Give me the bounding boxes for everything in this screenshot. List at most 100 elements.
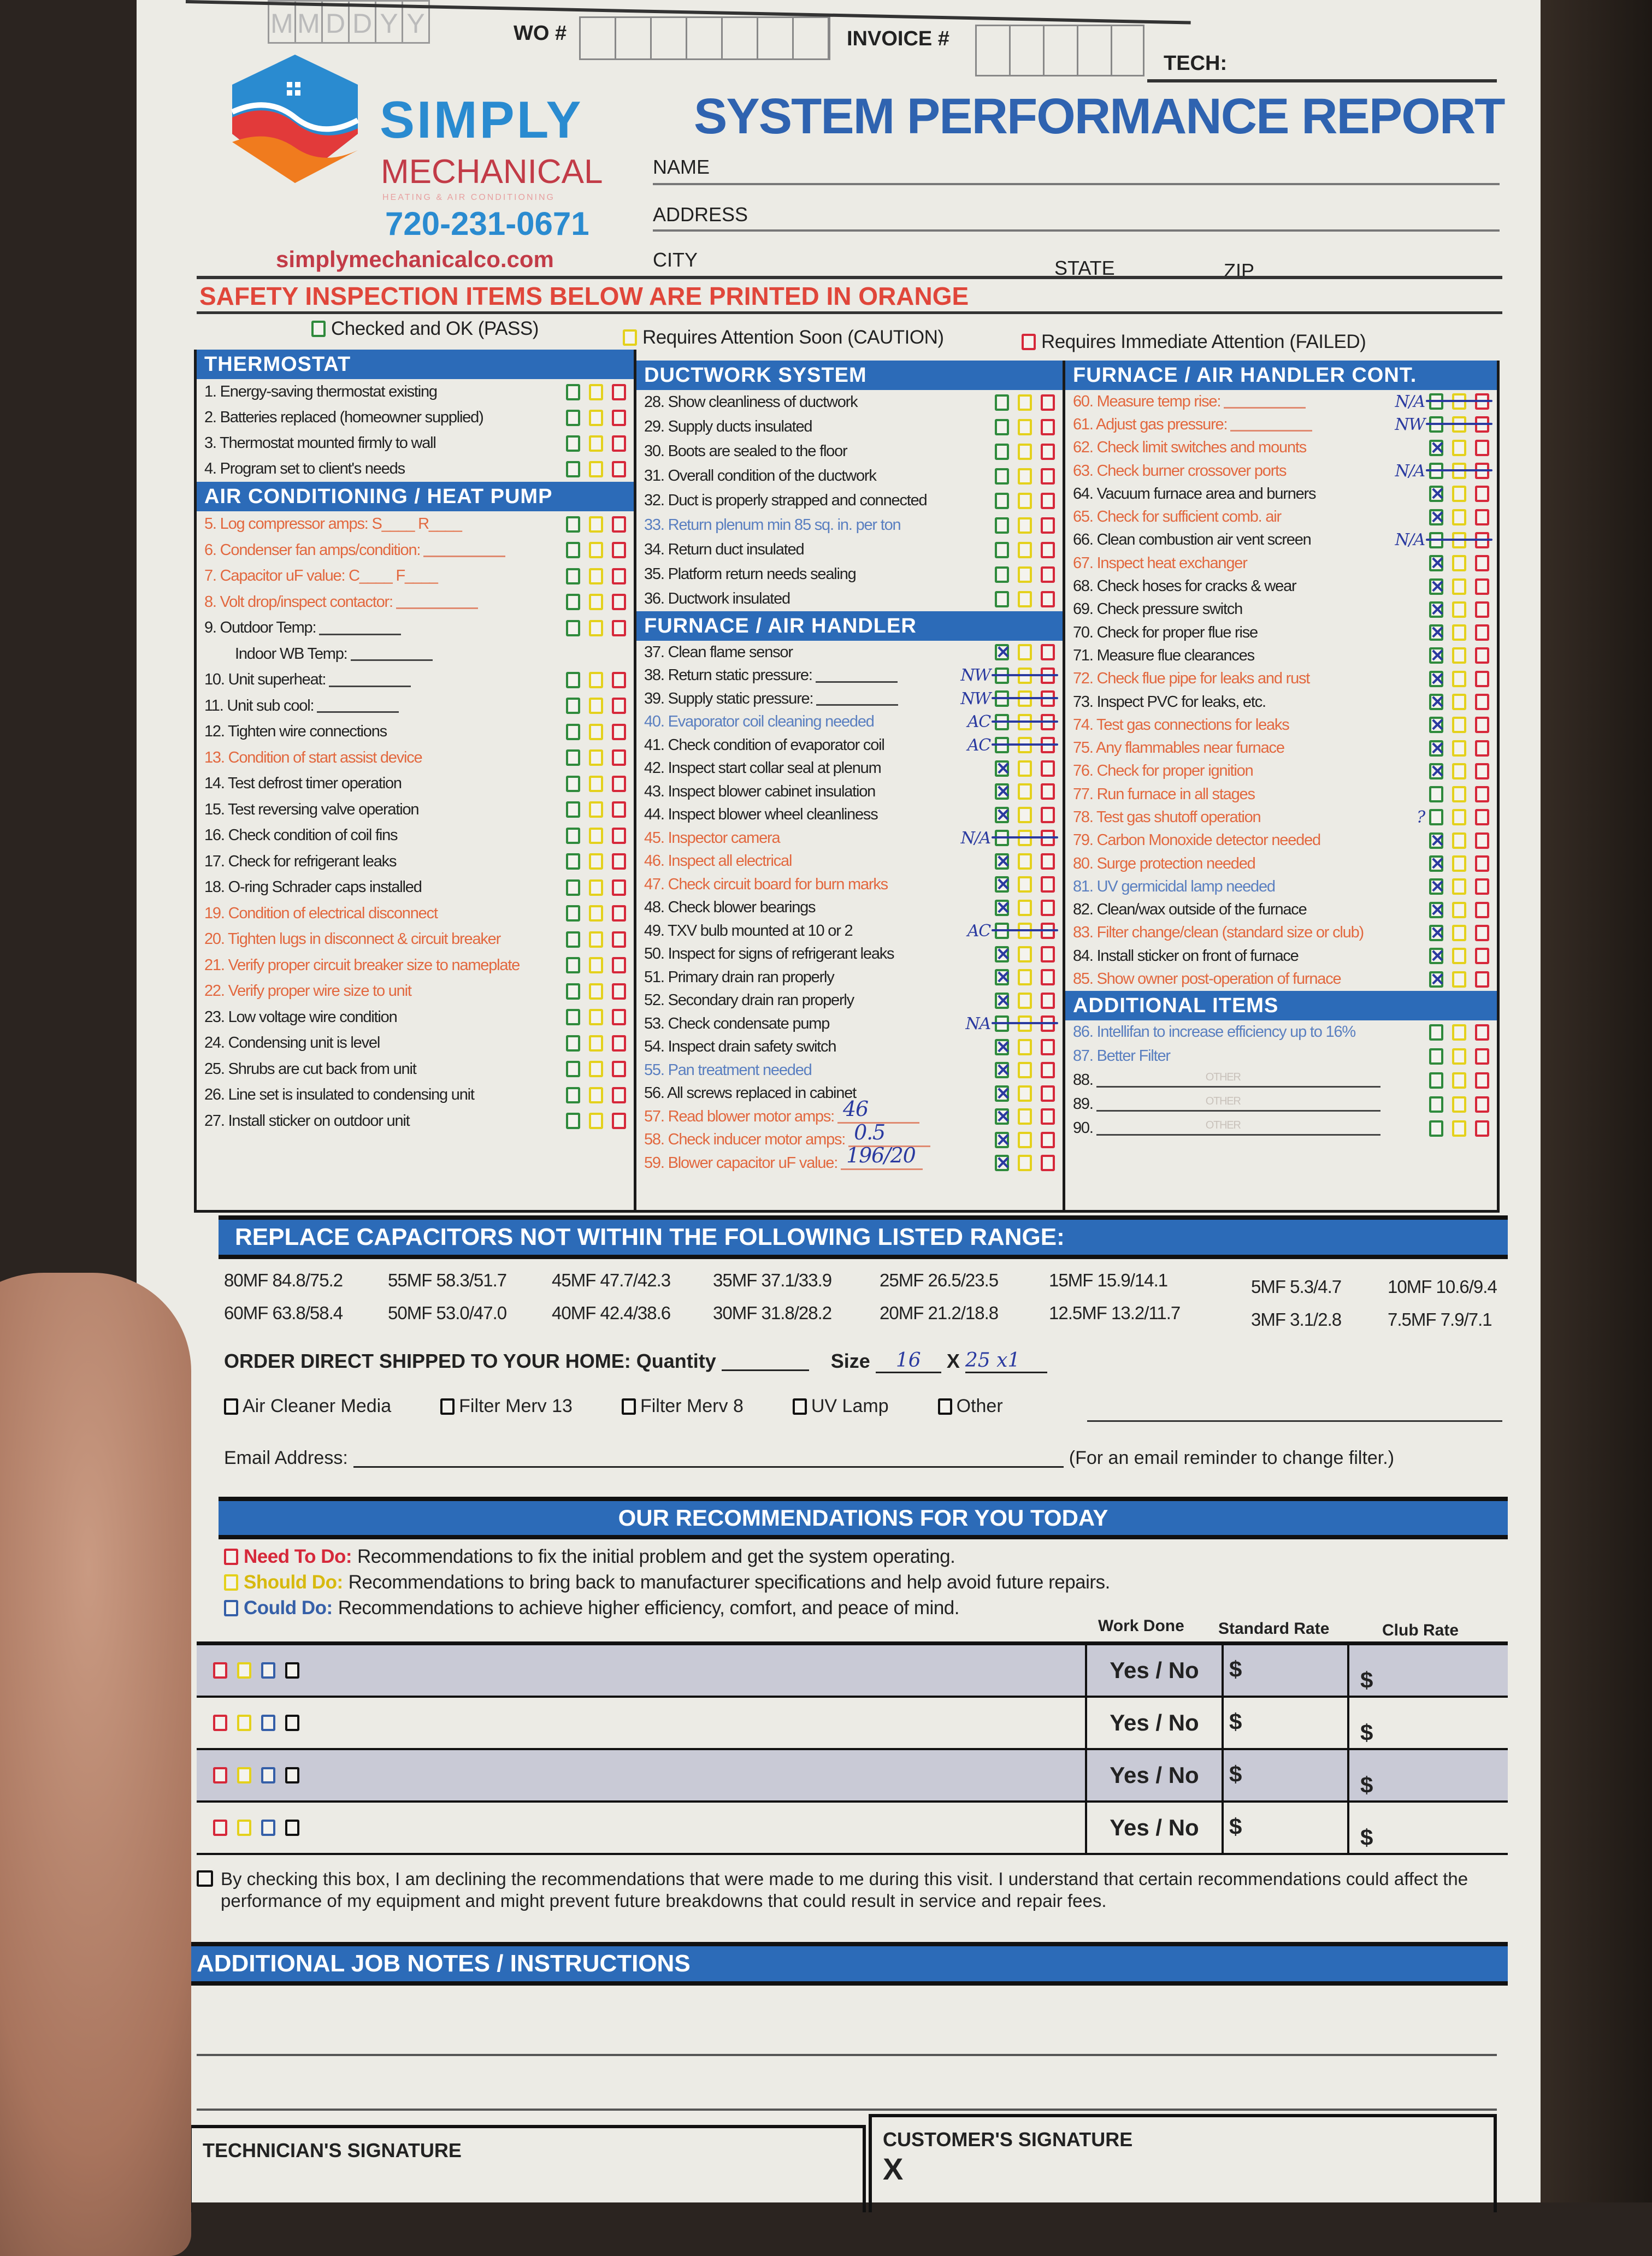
pass-checkbox[interactable] [995,874,1010,895]
priority-checkbox[interactable] [285,1767,299,1783]
name-field[interactable] [653,183,1500,185]
other-field[interactable]: OTHER [1096,1071,1380,1088]
pass-checkbox[interactable] [566,1113,580,1130]
pass-checkbox[interactable] [1429,969,1444,990]
pass-checkbox[interactable] [995,541,1009,558]
notes-line[interactable] [197,2054,1497,2056]
other-field[interactable]: OTHER [1096,1095,1380,1112]
failed-checkbox[interactable] [1475,717,1489,734]
pass-checkbox[interactable] [566,801,580,818]
failed-checkbox[interactable] [612,409,626,426]
pass-checkbox[interactable] [566,749,580,766]
failed-checkbox[interactable] [1041,394,1055,411]
pass-checkbox[interactable] [995,1083,1010,1104]
item-value-field[interactable] [319,621,402,635]
priority-checkbox[interactable] [261,1715,275,1731]
failed-checkbox[interactable] [1041,418,1055,435]
pass-checkbox[interactable] [1429,622,1444,643]
pass-checkbox[interactable] [1429,692,1444,712]
order-option[interactable]: Filter Merv 8 [621,1396,744,1417]
pass-checkbox[interactable] [566,435,580,452]
priority-checkbox[interactable] [237,1662,251,1679]
pass-checkbox[interactable] [566,879,580,896]
pass-checkbox[interactable] [566,905,580,922]
address-field[interactable] [653,229,1500,232]
caution-checkbox[interactable] [1018,468,1032,485]
failed-checkbox[interactable] [1041,590,1055,607]
caution-checkbox[interactable] [1452,555,1466,572]
failed-checkbox[interactable] [612,957,626,974]
failed-checkbox[interactable] [1475,509,1489,525]
failed-checkbox[interactable] [612,1061,626,1078]
pass-checkbox[interactable] [1429,438,1444,458]
item-value-field[interactable] [1224,394,1306,409]
pass-checkbox[interactable] [995,566,1009,583]
pass-checkbox[interactable] [1429,900,1444,920]
failed-checkbox[interactable] [1041,468,1055,485]
caution-checkbox[interactable] [589,542,603,559]
pass-checkbox[interactable] [566,827,580,844]
club-rate-field[interactable]: $ [1360,1720,1373,1745]
failed-checkbox[interactable] [1041,1085,1055,1102]
caution-checkbox[interactable] [1018,644,1032,661]
pass-checkbox[interactable] [1429,853,1444,874]
pass-checkbox[interactable] [566,1086,580,1103]
standard-rate-field[interactable]: $ [1224,1645,1349,1696]
caution-checkbox[interactable] [1018,1108,1032,1125]
pass-checkbox[interactable] [995,990,1010,1011]
caution-checkbox[interactable] [1452,1120,1466,1137]
work-done-field[interactable]: Yes / No [1087,1698,1224,1748]
pass-checkbox[interactable] [995,590,1009,607]
caution-checkbox[interactable] [589,460,603,477]
option-checkbox[interactable] [792,1398,807,1415]
pass-checkbox[interactable] [995,758,1010,779]
caution-checkbox[interactable] [589,1009,603,1026]
caution-checkbox[interactable] [589,594,603,611]
failed-checkbox[interactable] [1475,1096,1489,1113]
pass-checkbox[interactable] [566,1009,580,1026]
caution-checkbox[interactable] [589,905,603,922]
caution-checkbox[interactable] [1018,969,1032,986]
caution-checkbox[interactable] [1018,418,1032,435]
failed-checkbox[interactable] [1041,1062,1055,1079]
caution-checkbox[interactable] [589,568,603,584]
pass-checkbox[interactable] [995,1060,1010,1080]
wo-number-field[interactable] [579,16,830,60]
priority-checkbox[interactable] [213,1820,227,1836]
caution-checkbox[interactable] [1452,948,1466,965]
caution-checkbox[interactable] [1018,1062,1032,1079]
failed-checkbox[interactable] [612,1035,626,1052]
failed-checkbox[interactable] [1041,853,1055,870]
caution-checkbox[interactable] [1452,740,1466,757]
caution-checkbox[interactable] [1018,1085,1032,1102]
order-option[interactable]: Air Cleaner Media [224,1396,391,1417]
pass-checkbox[interactable] [1429,507,1444,528]
failed-checkbox[interactable] [612,723,626,740]
failed-checkbox[interactable] [1041,541,1055,558]
pass-checkbox[interactable] [995,897,1010,918]
quantity-field[interactable] [721,1351,809,1371]
pass-checkbox[interactable] [1429,483,1444,504]
caution-checkbox[interactable] [1452,924,1466,941]
caution-checkbox[interactable] [589,879,603,896]
caution-checkbox[interactable] [1452,1024,1466,1041]
pass-checkbox[interactable] [566,542,580,559]
decline-checkbox[interactable] [197,1870,213,1887]
failed-checkbox[interactable] [612,1086,626,1103]
pass-checkbox[interactable] [1429,761,1444,782]
caution-checkbox[interactable] [1452,624,1466,641]
failed-checkbox[interactable] [1475,670,1489,687]
pass-checkbox[interactable] [995,944,1010,965]
caution-checkbox[interactable] [1452,878,1466,895]
caution-checkbox[interactable] [1018,541,1032,558]
caution-checkbox[interactable] [1018,946,1032,962]
work-done-field[interactable]: Yes / No [1087,1803,1224,1853]
failed-checkbox[interactable] [1041,1131,1055,1148]
caution-checkbox[interactable] [1452,763,1466,779]
pass-checkbox[interactable] [995,851,1010,872]
priority-checkbox[interactable] [261,1662,275,1679]
other-field[interactable]: OTHER [1096,1119,1380,1136]
pass-checkbox[interactable] [1429,553,1444,574]
caution-checkbox[interactable] [589,619,603,636]
caution-checkbox[interactable] [1452,1048,1466,1065]
